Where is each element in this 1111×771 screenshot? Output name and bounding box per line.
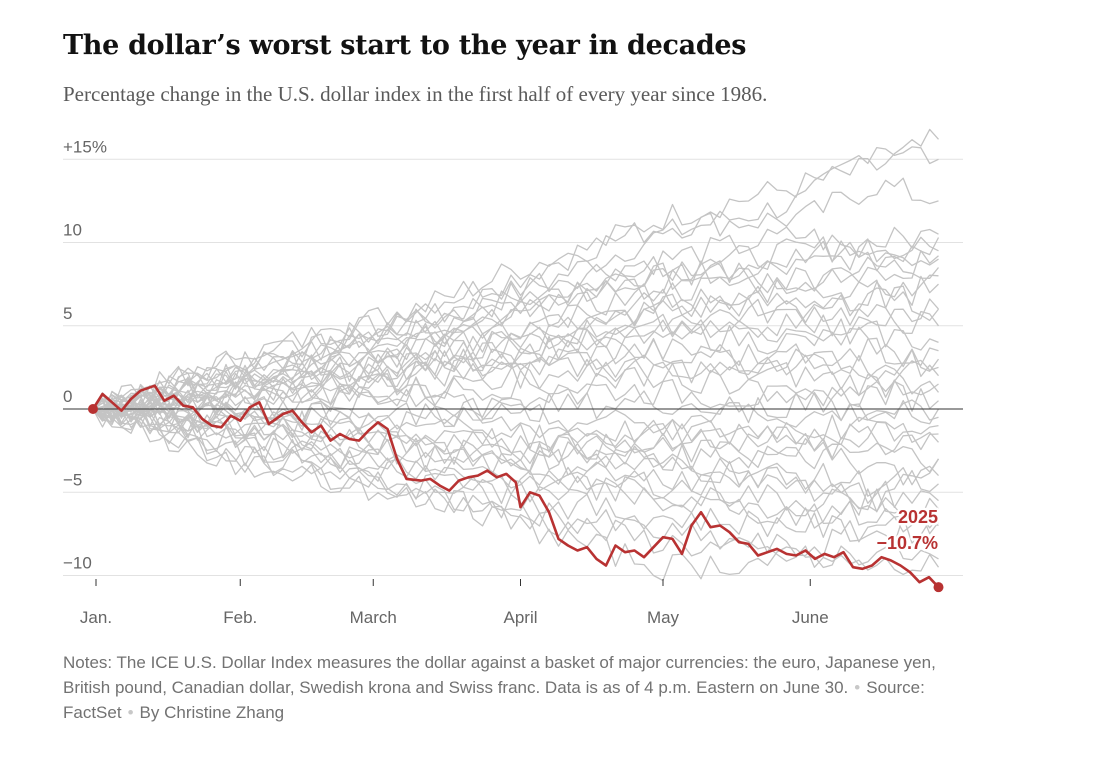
y-tick-label: −5 bbox=[63, 470, 82, 489]
x-tick-label: Feb. bbox=[223, 608, 257, 627]
series-line bbox=[92, 400, 940, 473]
y-tick-label: −10 bbox=[63, 554, 92, 573]
series-line bbox=[92, 250, 939, 418]
series-line bbox=[92, 256, 939, 420]
series-line bbox=[92, 348, 939, 443]
y-tick-label: 5 bbox=[63, 304, 72, 323]
series-line bbox=[92, 236, 939, 418]
series-line bbox=[92, 402, 940, 529]
y-tick-label: +15% bbox=[63, 137, 107, 156]
highlight-year-label: 2025 bbox=[898, 507, 938, 527]
series-line bbox=[92, 402, 939, 582]
series-line bbox=[92, 407, 939, 523]
series-line bbox=[92, 330, 939, 422]
start-dot bbox=[88, 404, 98, 414]
series-line bbox=[92, 407, 940, 529]
series-line bbox=[92, 256, 940, 417]
series-line bbox=[92, 398, 939, 471]
separator-dot: • bbox=[127, 703, 134, 722]
series-line bbox=[92, 319, 939, 410]
x-tick-label: Jan. bbox=[80, 608, 112, 627]
y-tick-label: 0 bbox=[63, 387, 72, 406]
x-tick-label: May bbox=[647, 608, 680, 627]
series-line bbox=[92, 298, 940, 421]
byline-text: By Christine Zhang bbox=[139, 703, 285, 722]
notes-text: Notes: The ICE U.S. Dollar Index measure… bbox=[63, 653, 936, 697]
series-line bbox=[92, 408, 940, 535]
end-dot bbox=[933, 582, 944, 593]
x-tick-label: April bbox=[503, 608, 537, 627]
series-line bbox=[92, 288, 939, 417]
series-line bbox=[92, 402, 939, 545]
series-line bbox=[92, 226, 940, 422]
series-line bbox=[92, 274, 939, 410]
background-series bbox=[92, 128, 940, 582]
series-line bbox=[92, 298, 939, 423]
chart-subtitle: Percentage change in the U.S. dollar ind… bbox=[63, 82, 768, 106]
source-text: Source: FactSet bbox=[63, 678, 925, 722]
page-title: The dollar’s worst start to the year in … bbox=[63, 30, 747, 61]
series-line bbox=[92, 396, 939, 456]
chart-notes: Notes: The ICE U.S. Dollar Index measure… bbox=[63, 650, 983, 725]
highlight-value-label: −10.7% bbox=[876, 533, 938, 553]
highlight-line bbox=[91, 384, 940, 589]
x-tick-label: March bbox=[350, 608, 397, 627]
separator-dot: • bbox=[854, 678, 861, 697]
gridlines bbox=[63, 158, 963, 576]
series-line bbox=[92, 343, 940, 443]
axis-ticks: +15% 10 5 0 −5 −10 Jan. Feb. March April May June bbox=[63, 137, 829, 627]
series-line bbox=[92, 347, 939, 434]
y-tick-label: 10 bbox=[63, 221, 82, 240]
highlight-value-label-halo: −10.7% bbox=[876, 533, 938, 553]
x-tick-label: June bbox=[792, 608, 829, 627]
series-line bbox=[92, 408, 940, 576]
series-line bbox=[92, 146, 939, 413]
highlight-year-label-halo: 2025 bbox=[898, 507, 938, 527]
